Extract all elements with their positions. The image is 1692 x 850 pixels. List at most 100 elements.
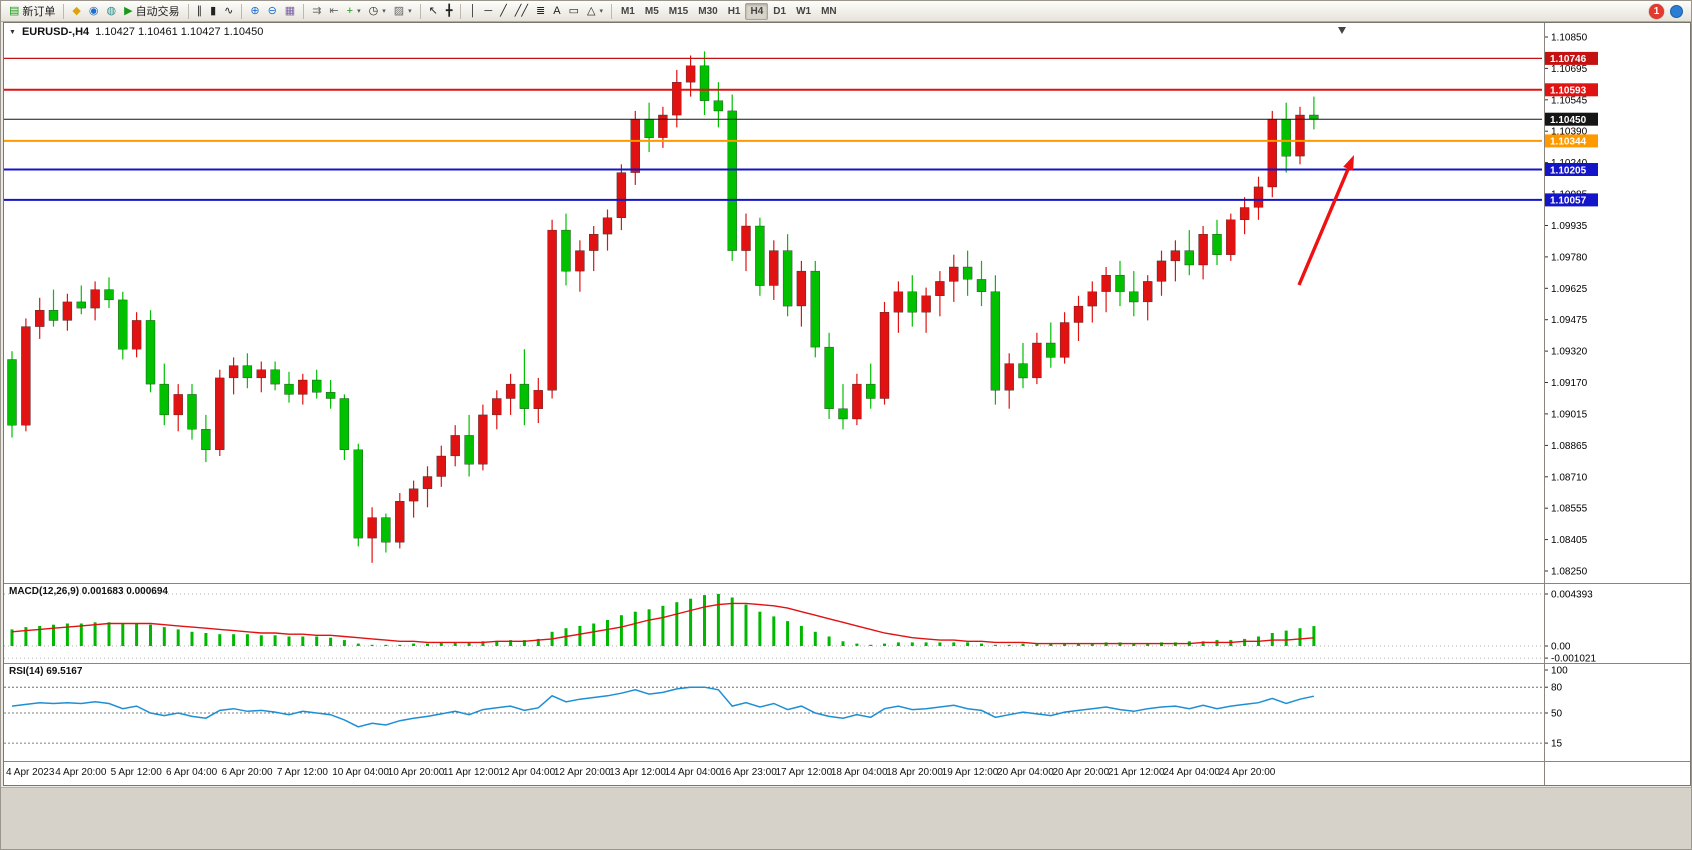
macd-indicator-label: MACD(12,26,9) 0.001683 0.000694 [9, 586, 168, 597]
auto-scroll-button[interactable]: ⇉ [308, 3, 325, 20]
time-axis-label: 10 Apr 20:00 [387, 767, 445, 778]
svg-text:1.10344: 1.10344 [1550, 137, 1587, 148]
timeframe-h4-button[interactable]: H4 [745, 2, 769, 20]
templates-icon: ▨ [393, 4, 405, 17]
toolbar-separator [187, 3, 189, 19]
arrows-tool-button[interactable]: △ ▾ [583, 3, 607, 20]
vertical-line-icon: │ [469, 4, 477, 17]
chart-title: ▼ EURUSD-,H4 1.10427 1.10461 1.10427 1.1… [9, 26, 263, 38]
svg-text:0.004393: 0.004393 [1551, 590, 1593, 601]
clock-icon: ◷ [368, 4, 379, 17]
channel-tool-button[interactable]: ╱╱ [511, 3, 532, 20]
window-bottom-area [1, 787, 1691, 849]
time-axis-label: 12 Apr 20:00 [553, 767, 611, 778]
chevron-down-icon: ▾ [599, 8, 603, 15]
last-bar-marker [1338, 27, 1346, 34]
main-toolbar: ▤ 新订单 ◆ ◉ ◍ ▶ 自动交易 ∥ ▮ ∿ ⊕ ⊖ ▦ ⇉ ⇤ + ▾ ◷ ▾… [1, 1, 1691, 22]
candles [7, 51, 1319, 563]
vertical-line-tool-button[interactable]: │ [465, 3, 480, 20]
time-axis[interactable]: 4 Apr 2023 4 Apr 20:00 5 Apr 12:00 6 Apr 04… [4, 761, 1690, 785]
signals-icon: ◉ [88, 4, 99, 17]
arrows-icon: △ [586, 4, 596, 17]
toolbar-right-group: 1 [1649, 3, 1687, 19]
svg-text:1.10593: 1.10593 [1550, 86, 1587, 97]
auto-trading-button[interactable]: ▶ 自动交易 [120, 3, 183, 20]
cursor-button[interactable]: ↖ [425, 3, 442, 20]
bar-chart-mode-button[interactable]: ∥ [193, 3, 207, 20]
timeframe-mn-button[interactable]: MN [821, 5, 837, 17]
time-axis-label: 16 Apr 23:00 [720, 767, 777, 778]
cursor-icon: ↖ [428, 4, 438, 17]
zoom-in-button[interactable]: ⊕ [246, 3, 263, 20]
price-chart-canvas[interactable]: 1.108501.106951.105451.103901.102401.100… [4, 23, 1691, 583]
chart-ohlc-values: 1.10427 1.10461 1.10427 1.10450 [95, 26, 264, 38]
time-axis-label: 18 Apr 20:00 [886, 767, 943, 778]
time-axis-label: 24 Apr 04:00 [1163, 767, 1220, 778]
fibonacci-icon: ≣ [536, 4, 546, 17]
zoom-out-icon: ⊖ [267, 4, 277, 17]
indicators-button[interactable]: + ▾ [343, 3, 365, 20]
toolbar-separator [419, 3, 421, 19]
time-axis-label: 10 Apr 04:00 [332, 767, 389, 778]
new-order-button[interactable]: ▤ 新订单 [5, 3, 59, 20]
auto-trading-icon: ▶ [124, 4, 133, 17]
text-label-tool-button[interactable]: ▭ [565, 3, 583, 20]
chart-shift-icon: ⇤ [329, 4, 339, 17]
time-axis-label: 24 Apr 20:00 [1218, 767, 1276, 778]
tile-windows-button[interactable]: ▦ [281, 3, 299, 20]
line-chart-mode-button[interactable]: ∿ [220, 3, 237, 20]
templates-button[interactable]: ▨ ▾ [390, 3, 416, 20]
candlestick-mode-button[interactable]: ▮ [206, 3, 220, 20]
horizontal-level-lines: 1.10746 1.10593 1.10450 1.10344 1.10205 1.100… [4, 51, 1598, 207]
crosshair-button[interactable]: ╋ [442, 3, 457, 20]
time-axis-label: 21 Apr 12:00 [1107, 767, 1165, 778]
signals-button[interactable]: ◉ [85, 3, 103, 20]
svg-text:1.09170: 1.09170 [1551, 378, 1588, 389]
macd-panel-canvas[interactable]: 0.004393 0.00-0.001021 [4, 583, 1691, 663]
rsi-panel-canvas[interactable]: 100 80 50 15 [4, 663, 1691, 761]
rsi-indicator-label: RSI(14) 69.5167 [9, 666, 83, 677]
time-axis-label: 19 Apr 12:00 [941, 767, 999, 778]
chart-shift-button[interactable]: ⇤ [325, 3, 342, 20]
periods-button[interactable]: ◷ ▾ [365, 3, 390, 20]
timeframe-m5-button[interactable]: M5 [644, 5, 659, 17]
svg-text:0.00: 0.00 [1551, 642, 1571, 653]
svg-text:1.08555: 1.08555 [1551, 504, 1588, 515]
trendline-tool-button[interactable]: ╱ [496, 3, 511, 20]
timeframe-m30-button[interactable]: M30 [698, 5, 718, 17]
horizontal-line-tool-button[interactable]: ─ [480, 3, 496, 20]
svg-text:1.10695: 1.10695 [1551, 64, 1588, 75]
svg-text:1.10450: 1.10450 [1550, 115, 1587, 126]
time-axis-label: 20 Apr 04:00 [997, 767, 1054, 778]
tile-windows-icon: ▦ [284, 4, 296, 17]
timeframe-w1-button[interactable]: W1 [796, 5, 812, 17]
toolbar-separator [610, 3, 612, 19]
notification-badge[interactable]: 1 [1649, 3, 1664, 19]
svg-text:1.09625: 1.09625 [1551, 284, 1588, 295]
svg-text:80: 80 [1551, 683, 1563, 694]
svg-text:1.10850: 1.10850 [1551, 33, 1588, 44]
timeframe-h1-button[interactable]: H1 [727, 5, 741, 17]
rsi-line [11, 686, 1315, 728]
expert-advisors-button[interactable]: ◆ [68, 3, 84, 20]
chevron-down-icon: ▾ [382, 8, 386, 15]
chevron-down-icon: ▾ [357, 8, 361, 15]
chart-region: 1.108501.106951.105451.103901.102401.100… [3, 22, 1691, 786]
fibonacci-tool-button[interactable]: ≣ [532, 3, 549, 20]
svg-text:1.10057: 1.10057 [1550, 196, 1587, 207]
timeframe-m1-button[interactable]: M1 [620, 5, 635, 17]
zoom-in-icon: ⊕ [250, 4, 260, 17]
auto-trading-label: 自动交易 [135, 6, 180, 18]
time-axis-label: 11 Apr 12:00 [443, 767, 500, 778]
text-tool-button[interactable]: A [549, 3, 564, 20]
time-axis-label: 6 Apr 20:00 [221, 767, 273, 778]
community-icon[interactable] [1670, 4, 1683, 18]
trend-arrow-annotation [1297, 155, 1354, 286]
symbol-dropdown-icon[interactable]: ▼ [9, 28, 16, 36]
timeframe-m15-button[interactable]: M15 [668, 5, 689, 17]
zoom-out-button[interactable]: ⊖ [264, 3, 281, 20]
svg-text:100: 100 [1551, 666, 1568, 677]
timeframe-d1-button[interactable]: D1 [773, 5, 787, 17]
market-button[interactable]: ◍ [102, 3, 120, 20]
